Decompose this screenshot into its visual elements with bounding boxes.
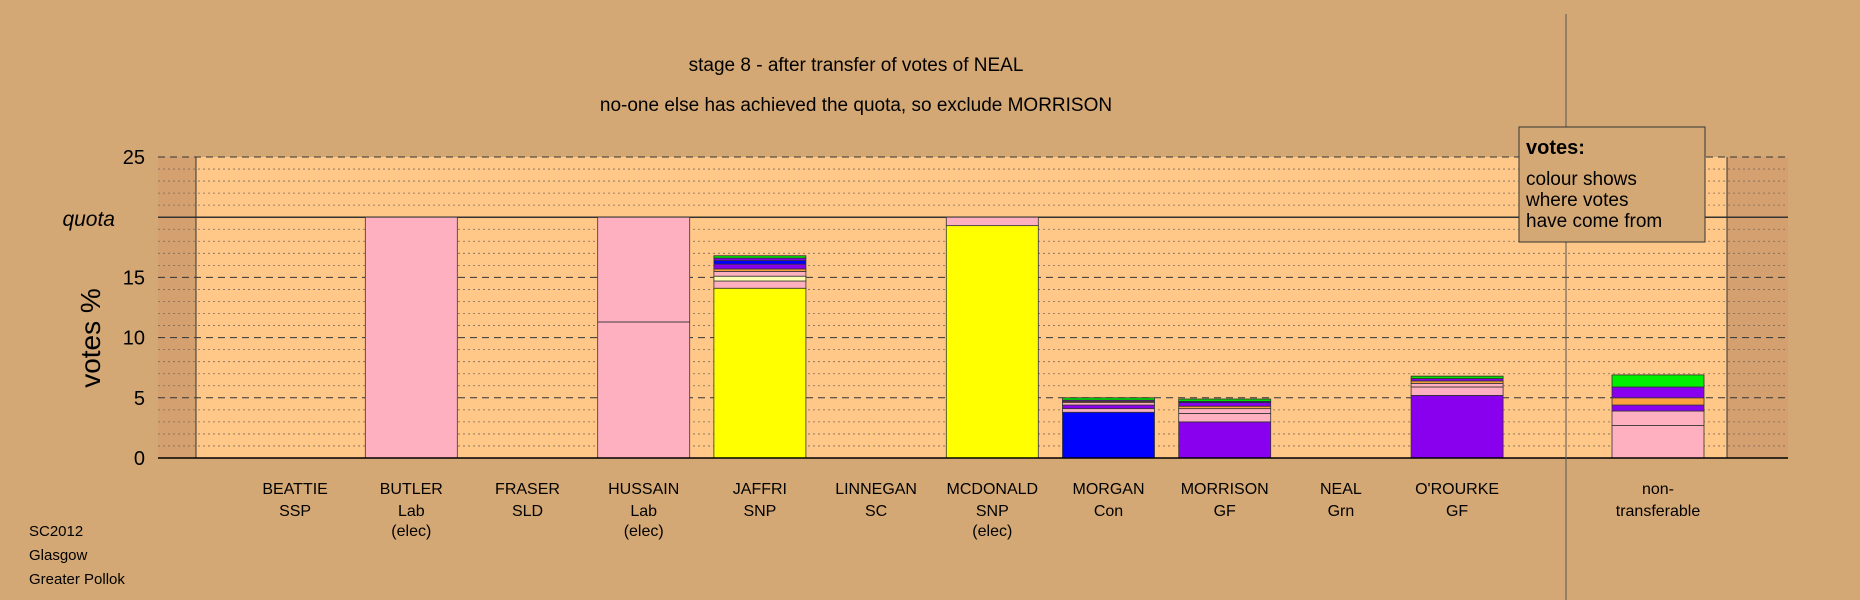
y-tick-label: 5: [134, 388, 145, 410]
bar-morgan-segment: [1062, 404, 1155, 410]
bars: [364, 216, 1705, 459]
party-label-jaffri: SNP: [743, 503, 776, 520]
bar-butler-segment: [364, 216, 458, 459]
party-label-linnegan: SC: [865, 503, 887, 520]
x-tick-label-orourke: O'ROURKE: [1415, 481, 1499, 498]
bar-morgan-segment: [1062, 397, 1155, 401]
x-tick-label-beattie: BEATTIE: [262, 481, 328, 498]
bar-jaffri-segment: [713, 263, 807, 270]
x-tick-label-morrison: MORRISON: [1181, 481, 1269, 498]
bar-nontransferable-segment: [1611, 404, 1705, 412]
bar-orourke-segment: [1410, 375, 1504, 379]
bar-morrison-segment: [1178, 398, 1272, 402]
plot-margin-left: [158, 157, 196, 458]
bar-morrison-segment: [1178, 408, 1272, 414]
x-tick-label-neal: NEAL: [1320, 481, 1362, 498]
bar-nontransferable-segment: [1611, 425, 1705, 459]
bar-orourke-segment: [1410, 382, 1504, 388]
bar-nontransferable-segment: [1611, 374, 1705, 388]
x-tick-label-jaffri: JAFFRI: [733, 481, 787, 498]
bar-jaffri-segment: [713, 255, 807, 259]
x-tick-label-hussain: HUSSAIN: [608, 481, 679, 498]
footer-line-1: SC2012: [29, 523, 84, 540]
footer-line-2: Glasgow: [29, 547, 88, 564]
x-tick-label-linnegan: LINNEGAN: [835, 481, 917, 498]
x-tick-label-nontransferable-2: transferable: [1616, 503, 1701, 520]
bar-jaffri-segment: [713, 280, 807, 289]
bar-orourke-segment: [1410, 386, 1504, 396]
bar-hussain-segment: [597, 216, 691, 323]
footer: SC2012 Glasgow Greater Pollok: [29, 520, 125, 592]
y-tick-label: 0: [134, 448, 145, 470]
bar-jaffri-segment: [713, 270, 807, 277]
bar-jaffri-segment: [713, 287, 807, 459]
elected-label-mcdonald: (elec): [972, 523, 1012, 540]
legend-box: votes: colour shows where votes have com…: [1518, 126, 1706, 243]
bar-morrison-segment: [1178, 413, 1272, 423]
party-label-morgan: Con: [1094, 503, 1123, 520]
chart-subtitle: no-one else has achieved the quota, so e…: [600, 95, 1112, 116]
bar-nontransferable-segment: [1611, 410, 1705, 426]
party-label-morrison: GF: [1214, 503, 1236, 520]
party-label-hussain: Lab: [630, 503, 657, 520]
bar-nontransferable-segment: [1611, 386, 1705, 399]
y-tick-label: 25: [123, 147, 145, 169]
elected-label-hussain: (elec): [624, 523, 664, 540]
y-tick-label: 15: [123, 267, 145, 289]
x-tick-label-nontransferable-1: non-: [1642, 481, 1674, 498]
party-label-mcdonald: SNP: [976, 503, 1009, 520]
quota-label: quota: [62, 208, 115, 231]
x-tick-label-butler: BUTLER: [380, 481, 443, 498]
x-tick-label-fraser: FRASER: [495, 481, 560, 498]
legend-line-2: where votes: [1525, 190, 1628, 211]
x-tick-label-mcdonald: MCDONALD: [947, 481, 1039, 498]
party-label-butler: Lab: [398, 503, 425, 520]
bar-mcdonald-segment: [945, 216, 1039, 227]
bar-jaffri-segment: [713, 260, 807, 265]
elected-label-butler: (elec): [391, 523, 431, 540]
bar-morrison-segment: [1178, 402, 1272, 407]
footer-line-3: Greater Pollok: [29, 571, 125, 588]
bar-morgan-segment: [1062, 411, 1155, 459]
party-label-fraser: SLD: [512, 503, 543, 520]
bar-morrison-segment: [1178, 421, 1272, 459]
axes: 0 5 10 15 25 BEATTIE SSP BUTLER Lab (elec) FRASER S…: [123, 14, 1788, 600]
bar-orourke-segment: [1410, 394, 1504, 459]
y-axis-label: votes %: [75, 288, 106, 388]
party-label-neal: Grn: [1328, 503, 1355, 520]
plot-margin-right: [1727, 157, 1788, 458]
bar-morgan-segment: [1062, 408, 1155, 413]
chart-title: stage 8 - after transfer of votes of NEA…: [689, 55, 1024, 76]
bar-hussain-segment: [597, 321, 691, 459]
x-tick-label-morgan: MORGAN: [1073, 481, 1145, 498]
party-label-orourke: GF: [1446, 503, 1468, 520]
y-tick-label: 10: [123, 328, 145, 350]
bar-jaffri-segment: [713, 275, 807, 282]
legend-line-3: have come from: [1526, 211, 1662, 232]
bar-mcdonald-segment: [945, 225, 1039, 459]
bar-nontransferable-segment: [1611, 397, 1705, 406]
party-label-beattie: SSP: [279, 503, 311, 520]
legend-title: votes:: [1526, 137, 1585, 159]
legend-line-1: colour shows: [1526, 169, 1637, 190]
